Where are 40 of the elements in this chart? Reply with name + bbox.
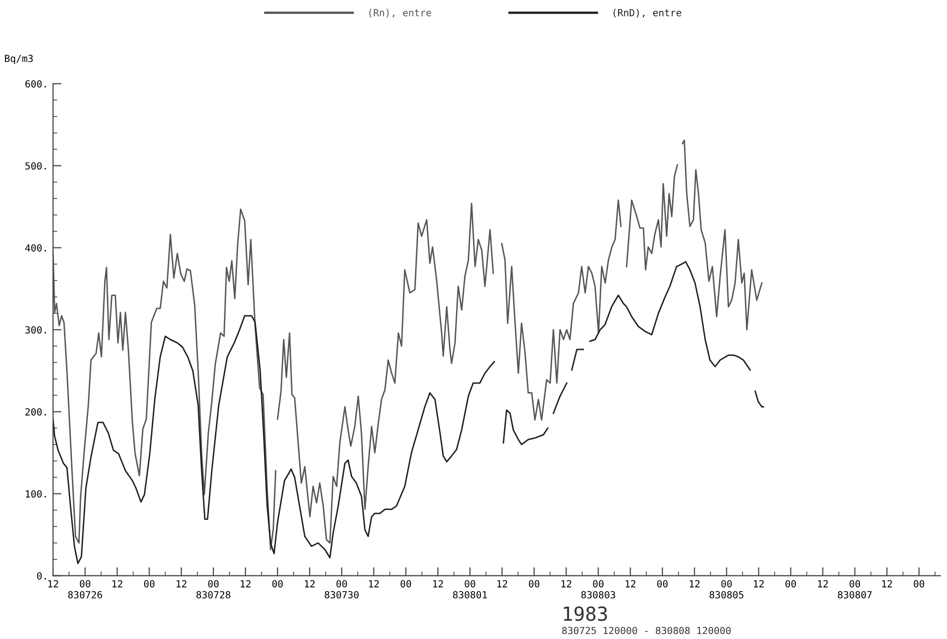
x-tick-label: 12	[369, 580, 379, 588]
x-tick-label: 00	[144, 580, 154, 588]
x-tick-label: 00 830803	[581, 580, 616, 598]
x-tick-label: 12	[176, 580, 186, 588]
x-tick-label: 00 830728	[196, 580, 230, 598]
text: (RnD), entre	[614, 8, 682, 18]
x-tick-label: 00	[528, 580, 540, 588]
x-tick-label: 00 830730	[324, 580, 359, 598]
x-tick-label: 12	[882, 580, 892, 588]
x-tick-label: 12	[48, 580, 58, 588]
x-tick-label: 12	[433, 580, 443, 588]
x-tick-label: 00	[272, 580, 283, 588]
y-tick-label: 100.	[26, 490, 46, 498]
x-tick-label: 00 830726	[68, 580, 102, 598]
x-tick-label: 00	[914, 580, 924, 588]
y-tick-label: 300.	[25, 326, 46, 334]
y-tick-label: 0.	[37, 572, 46, 580]
x-tick-label: 00	[657, 580, 668, 588]
x-tick-label: 12	[818, 580, 828, 588]
x-tick-label: 12	[240, 580, 250, 588]
x-tick-label: 12	[497, 580, 508, 588]
x-tick-label: 12	[304, 580, 315, 588]
y-tick-label: 600.	[25, 80, 46, 88]
x-tick-label: 12	[112, 580, 122, 588]
text: 1983	[564, 606, 607, 622]
x-tick-label: 12	[754, 580, 764, 588]
x-tick-label: 00	[400, 580, 412, 588]
x-tick-label: 12	[626, 580, 636, 588]
y-tick-label: 500.	[25, 162, 46, 170]
x-tick-label: 00	[785, 580, 796, 588]
y-tick-label: 200.	[25, 408, 46, 416]
text: 830725 120000 - 830808 120000	[562, 626, 731, 634]
x-tick-label: 00 830805	[710, 580, 744, 598]
y-axis-title: Bq/m3	[5, 54, 33, 64]
y-tick-label: 400.	[25, 244, 46, 252]
x-tick-label: 00 830807	[838, 580, 872, 598]
x-tick-label: 12	[690, 580, 700, 588]
x-tick-label: 12	[562, 580, 572, 588]
x-tick-label: 00 830801	[453, 580, 487, 598]
text: (Rn), entre	[369, 8, 432, 18]
